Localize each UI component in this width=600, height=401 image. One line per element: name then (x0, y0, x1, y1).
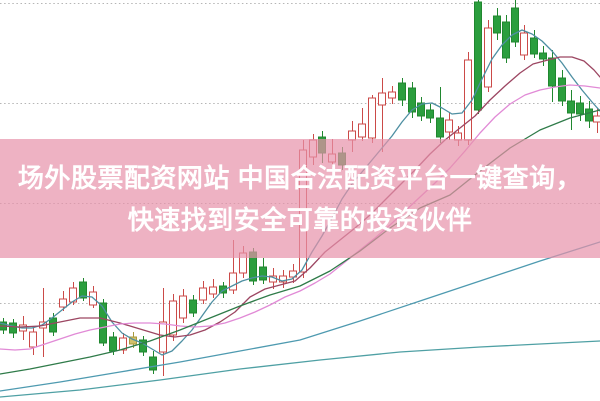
candle (149, 356, 157, 371)
candle (576, 102, 584, 115)
candle (29, 331, 37, 348)
candle (368, 97, 376, 139)
candle (464, 59, 472, 141)
candle (358, 123, 366, 138)
candle (378, 92, 386, 106)
candle (79, 281, 87, 299)
candle (59, 298, 67, 308)
candle (9, 322, 17, 334)
candle (209, 286, 217, 295)
candle (179, 295, 187, 319)
candle (229, 272, 237, 291)
candle (436, 117, 444, 138)
candle (539, 52, 547, 60)
candle (445, 119, 453, 133)
candle (259, 266, 267, 281)
candle (279, 275, 287, 283)
ma-30-magenta (0, 84, 600, 351)
candle (219, 285, 227, 294)
candle (548, 57, 556, 87)
candle (169, 300, 177, 336)
banner-text-line-2: 快速找到安全可靠的投资伙伴 (127, 204, 473, 235)
candle (520, 32, 528, 56)
candle (398, 82, 406, 101)
candle (530, 37, 538, 55)
candle (289, 270, 297, 278)
banner-text-line-1: 场外股票配资网站 中国合法配资平台一键查询， (17, 162, 583, 193)
candle (558, 77, 566, 102)
candle (585, 108, 593, 122)
candle (493, 15, 501, 34)
candle (189, 299, 197, 314)
candle (99, 302, 107, 344)
candle (593, 115, 600, 123)
candle (388, 91, 396, 99)
candle (119, 337, 127, 351)
candle (484, 27, 492, 88)
candle (417, 102, 425, 117)
candle (474, 1, 482, 111)
ma-fast-teal (0, 29, 600, 356)
candle (109, 336, 117, 352)
candle (567, 100, 575, 114)
ma-120-cyan (0, 241, 600, 392)
candle (408, 87, 416, 113)
candle (199, 287, 207, 301)
ma-250-teal (0, 340, 600, 398)
promo-banner: 场外股票配资网站 中国合法配资平台一键查询， 快速找到安全可靠的投资伙伴 (0, 139, 600, 258)
candle (502, 21, 510, 59)
candle (49, 317, 57, 333)
candle (426, 109, 434, 119)
candle (511, 7, 519, 43)
